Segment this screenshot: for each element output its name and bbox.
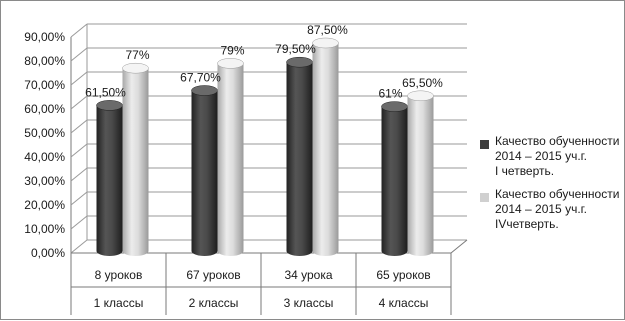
bar-top-3-0 [381, 101, 408, 112]
gridline-depth [70, 215, 88, 230]
bar-top-2-0 [286, 56, 313, 68]
category-label-row2-1: 2 классы [189, 296, 239, 310]
data-label-3-0: 61% [378, 87, 402, 101]
legend-label-line-2: 2014 – 2015 уч.г. [495, 202, 587, 216]
gridline-depth [70, 239, 88, 254]
data-label-0-1: 77% [125, 48, 149, 62]
category-label-row2-2: 3 классы [284, 296, 334, 310]
bar-1-1 [217, 63, 244, 257]
bar-3-0 [381, 106, 408, 256]
y-tick-label: 10,00% [24, 222, 65, 236]
category-label-row1-1: 67 уроков [186, 268, 240, 282]
category-table: 8 уроков 1 классы 67 уроков 2 классы 34 урок… [70, 253, 452, 315]
y-tick-label: 50,00% [24, 126, 65, 140]
bar-0-0 [96, 105, 123, 257]
legend-item-series-1: Качество обученности 2014 – 2015 уч.г. I… [479, 134, 624, 179]
legend-swatch-light [480, 193, 489, 202]
bar-2-1 [312, 43, 339, 256]
y-axis-ticks: 0,00% 10,00% 20,00% 30,00% 40,00% 50,00% 60,00… [24, 30, 65, 260]
data-label-2-0: 79,50% [275, 42, 316, 56]
legend-label-line-1: Качество обученности [495, 134, 620, 148]
gridline-depth [70, 23, 88, 38]
bar-0-1 [122, 68, 149, 256]
gridline-depth [70, 95, 88, 110]
gridline-depth [70, 71, 88, 86]
legend-swatch-dark [480, 140, 489, 149]
bar-top-0-0 [96, 100, 123, 111]
data-label-2-1: 87,50% [307, 23, 348, 37]
category-label-row1-3: 65 уроков [376, 268, 430, 282]
y-tick-label: 60,00% [24, 102, 65, 116]
gridline-depth [70, 167, 88, 182]
gridline-depth [70, 47, 88, 62]
data-labels: 61,50% 77% 67,70% 79% 79,50% 87,50% 61%65,50% [85, 23, 443, 101]
category-label-row1-0: 8 уроков [95, 268, 143, 282]
y-tick-label: 30,00% [24, 174, 65, 188]
bar-top-1-0 [191, 85, 218, 96]
bar-3-1 [407, 95, 434, 256]
y-tick-label: 40,00% [24, 150, 65, 164]
data-label-0-0: 61,50% [85, 85, 126, 99]
legend-label-line-2: 2014 – 2015 уч.г. [495, 149, 587, 163]
bar-top-0-1 [122, 62, 149, 74]
legend-label-line-3: I четверть. [495, 164, 555, 178]
y-tick-label: 90,00% [24, 30, 65, 44]
gridline-depth [70, 119, 88, 134]
bar-2-0 [286, 62, 313, 257]
y-tick-label: 0,00% [31, 246, 65, 260]
data-label-1-1: 79% [220, 43, 244, 57]
bar-top-1-1 [217, 58, 244, 69]
category-label-row1-2: 34 урока [284, 268, 332, 282]
bar-1-0 [191, 90, 218, 257]
floor-right-edge [450, 239, 468, 254]
category-label-row2-0: 1 классы [94, 296, 144, 310]
y-tick-label: 70,00% [24, 78, 65, 92]
category-label-row2-3: 4 классы [379, 296, 429, 310]
data-label-3-1: 65,50% [402, 76, 443, 90]
gridline-depth [70, 191, 88, 206]
bar-top-2-1 [312, 37, 339, 49]
data-label-1-0: 67,70% [180, 71, 221, 85]
gridline-depth [70, 143, 88, 158]
bars [96, 37, 434, 257]
legend: Качество обученности 2014 – 2015 уч.г. I… [479, 134, 624, 240]
y-tick-label: 80,00% [24, 54, 65, 68]
y-tick-label: 20,00% [24, 198, 65, 212]
legend-label-line-1: Качество обученности [495, 187, 620, 201]
bar-top-3-1 [407, 90, 434, 102]
legend-label-line-3: IVчетверть. [495, 217, 559, 231]
legend-item-series-2: Качество обученности 2014 – 2015 уч.г. I… [479, 187, 624, 232]
